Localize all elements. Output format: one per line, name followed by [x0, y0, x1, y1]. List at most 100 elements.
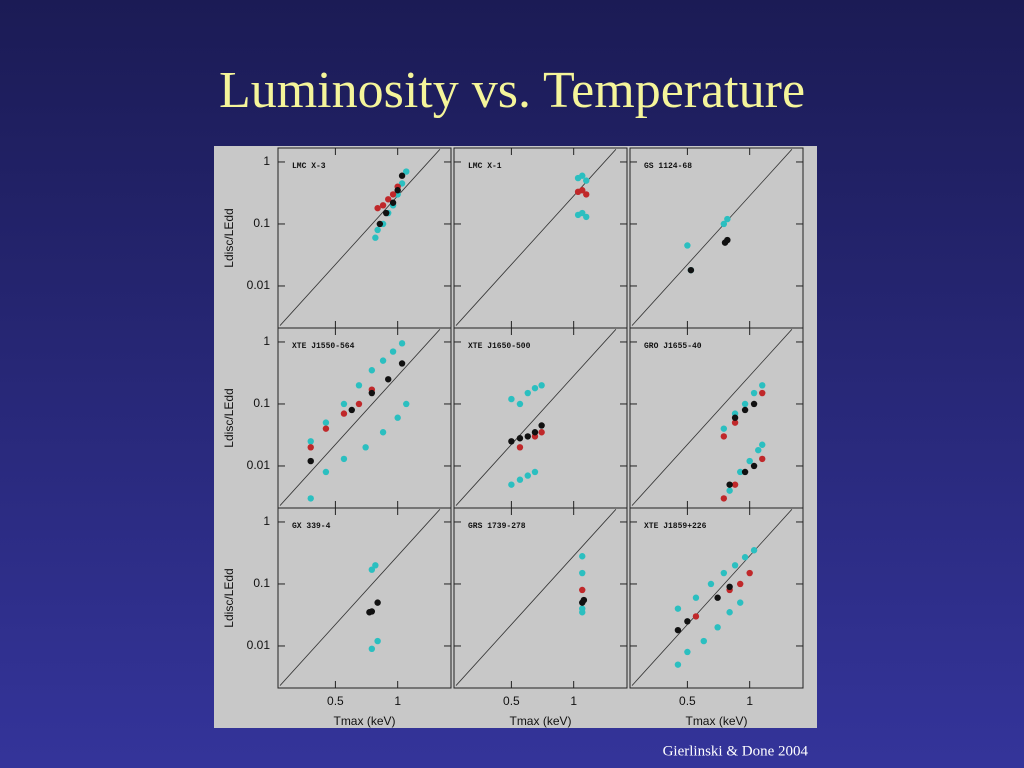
reference-line: [279, 149, 441, 326]
data-point: [579, 209, 586, 217]
data-point: [579, 172, 586, 179]
data-point: [368, 566, 376, 573]
figure-background: [214, 146, 817, 728]
panel-label: GRO J1655-40: [644, 342, 702, 351]
data-point: [700, 637, 707, 645]
y-tick-label: 1: [263, 154, 270, 168]
data-point: [516, 435, 524, 442]
data-point: [385, 376, 392, 383]
x-tick-label: 0.5: [503, 694, 520, 708]
reference-line: [455, 329, 617, 506]
y-tick-label: 0.1: [253, 576, 270, 590]
data-point: [731, 419, 739, 426]
data-point: [731, 414, 739, 421]
data-point: [398, 340, 406, 347]
y-tick-label: 0.1: [253, 396, 270, 410]
data-point: [750, 400, 758, 408]
panel-label: XTE J1650-500: [468, 342, 531, 351]
data-point: [389, 348, 397, 355]
data-point: [583, 177, 590, 184]
data-point: [374, 204, 381, 212]
plot-frame: [277, 507, 452, 689]
data-point: [307, 438, 314, 445]
data-point: [524, 472, 531, 479]
data-point: [516, 400, 524, 408]
data-point: [398, 172, 406, 179]
x-tick-label: 1: [394, 694, 401, 708]
data-point: [741, 468, 749, 476]
data-point: [379, 202, 387, 209]
data-point: [403, 400, 410, 408]
data-point: [355, 400, 363, 408]
data-point: [389, 199, 397, 206]
data-point: [355, 382, 363, 389]
data-point: [720, 495, 728, 502]
data-point: [307, 457, 314, 465]
data-point: [737, 468, 744, 476]
data-point: [389, 191, 397, 198]
data-point: [531, 384, 539, 392]
data-point: [759, 389, 766, 397]
data-point: [750, 389, 758, 397]
data-point: [579, 609, 586, 616]
data-point: [674, 605, 682, 612]
y-axis-label: Ldisc/LEdd: [222, 388, 236, 447]
data-point: [741, 554, 749, 561]
data-point: [684, 242, 691, 249]
data-point: [394, 414, 401, 421]
data-point: [759, 441, 766, 448]
x-tick-label: 1: [746, 694, 753, 708]
citation: Gierlinski & Done 2004: [663, 743, 809, 759]
data-point: [755, 446, 762, 454]
data-point: [583, 191, 590, 198]
plot-frame: [629, 507, 804, 689]
data-point: [579, 187, 586, 194]
data-point: [372, 562, 379, 569]
data-point: [398, 360, 406, 367]
x-tick-label: 1: [570, 694, 577, 708]
data-point: [538, 382, 545, 389]
data-point: [731, 562, 739, 569]
data-point: [394, 187, 401, 194]
data-point: [372, 234, 379, 241]
data-point: [322, 425, 330, 432]
data-point: [508, 481, 515, 488]
y-tick-label: 0.01: [247, 278, 271, 292]
data-point: [737, 599, 744, 606]
data-point: [368, 367, 376, 374]
data-point: [724, 215, 731, 223]
data-point: [714, 624, 721, 631]
data-point: [707, 580, 715, 588]
data-point: [379, 429, 387, 436]
data-point: [538, 422, 545, 429]
data-point: [759, 455, 766, 463]
data-point: [579, 586, 586, 594]
y-tick-label: 1: [263, 334, 270, 348]
reference-line: [631, 509, 793, 686]
data-point: [516, 476, 524, 483]
data-point: [538, 429, 545, 436]
data-point: [368, 608, 376, 615]
panel-label: XTE J1859+226: [644, 522, 707, 531]
data-point: [720, 425, 728, 432]
data-point: [674, 626, 682, 634]
data-point: [692, 613, 700, 620]
data-point: [687, 266, 695, 274]
data-point: [340, 455, 348, 463]
data-point: [720, 569, 728, 577]
data-point: [322, 468, 330, 476]
data-point: [531, 468, 539, 476]
data-point: [741, 406, 749, 414]
data-point: [726, 481, 733, 488]
y-axis-label: Ldisc/LEdd: [222, 568, 236, 627]
data-point: [340, 400, 348, 408]
data-point: [759, 382, 766, 389]
panel-label: XTE J1550-564: [292, 342, 355, 351]
data-point: [531, 429, 539, 436]
x-tick-label: 0.5: [327, 694, 344, 708]
data-point: [368, 645, 376, 653]
reference-line: [279, 329, 441, 506]
data-point: [746, 457, 753, 465]
data-point: [307, 495, 314, 502]
